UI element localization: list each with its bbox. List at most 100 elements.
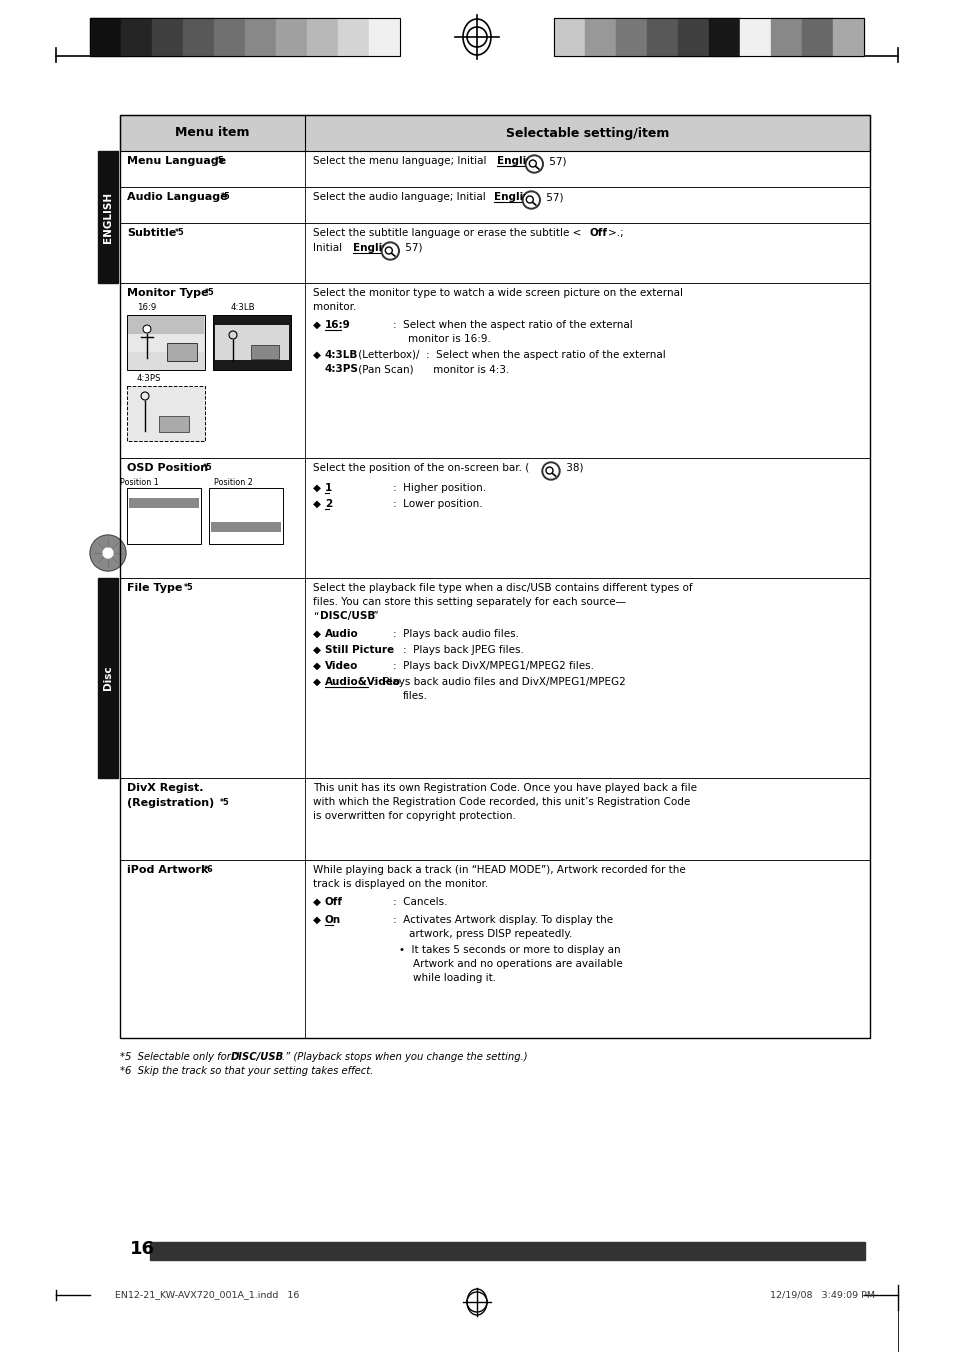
Circle shape [90,535,126,571]
Text: Select the audio language; Initial: Select the audio language; Initial [313,192,489,201]
Text: DivX Regist.: DivX Regist. [127,783,203,794]
Text: Position 1: Position 1 [119,479,158,487]
Bar [213,18,245,55]
Text: iPod Artwork: iPod Artwork [127,865,208,875]
Bar [245,18,275,55]
Text: 12/19/08   3:49:09 PM: 12/19/08 3:49:09 PM [769,1290,874,1299]
Bar [209,488,283,544]
Bar [128,316,204,334]
Text: 16:9: 16:9 [137,303,156,312]
Text: 4:3PS: 4:3PS [325,364,358,375]
Text: :  Plays back audio files and DivX/MPEG1/MPEG2: : Plays back audio files and DivX/MPEG1/… [373,677,625,687]
Circle shape [524,193,537,207]
Bar [337,18,369,55]
Text: (Registration): (Registration) [127,798,214,808]
Text: Off: Off [589,228,607,238]
Text: ◆: ◆ [313,483,324,493]
Text: 4:3LB: 4:3LB [231,303,255,312]
Text: EN12-21_KW-AVX720_001A_1.indd   16: EN12-21_KW-AVX720_001A_1.indd 16 [115,1290,299,1299]
Text: ◆: ◆ [313,320,324,330]
Bar [120,115,869,1038]
Text: 4:3LB: 4:3LB [325,350,358,360]
Text: ◆: ◆ [313,645,324,654]
Bar [152,18,183,55]
Bar [98,151,118,283]
Bar [127,315,205,370]
Bar [120,860,869,1038]
Text: Artwork and no operations are available: Artwork and no operations are available [413,959,622,969]
Text: File Type: File Type [127,583,182,594]
Text: files.: files. [402,691,428,700]
Text: .”: .” [371,611,379,621]
Text: 38): 38) [562,462,583,473]
Text: *5: *5 [221,192,231,201]
Bar [159,416,189,433]
Text: *6: *6 [204,865,213,873]
Text: 57): 57) [402,243,422,253]
Text: 57): 57) [546,155,566,166]
Text: :  Lower position.: : Lower position. [393,499,482,508]
Text: :  Select when the aspect ratio of the external: : Select when the aspect ratio of the ex… [393,320,632,330]
Text: *5: *5 [220,798,230,807]
Bar [120,115,869,151]
Bar [120,151,869,187]
Bar [801,18,832,55]
Circle shape [229,331,236,339]
Text: Select the menu language; Initial: Select the menu language; Initial [313,155,489,166]
Bar [275,18,307,55]
Text: Select the playback file type when a disc/USB contains different types of: Select the playback file type when a dis… [313,583,692,594]
Text: *5: *5 [214,155,224,165]
Text: •  It takes 5 seconds or more to display an: • It takes 5 seconds or more to display … [398,945,620,955]
Bar [369,18,399,55]
Text: ◆: ◆ [313,629,324,639]
Text: ◆: ◆ [313,677,324,687]
Text: Initial: Initial [313,243,345,253]
Circle shape [383,243,396,258]
Text: English: English [494,192,537,201]
Bar [740,18,770,55]
Circle shape [543,464,558,479]
Text: :  Cancels.: : Cancels. [393,896,447,907]
Bar [90,18,121,55]
Bar [211,522,281,531]
Bar [127,387,205,441]
Text: Monitor Type: Monitor Type [127,288,209,297]
Text: 4:3PS: 4:3PS [137,375,161,383]
Bar [128,334,204,352]
Text: ◆: ◆ [313,915,324,925]
Text: Subtitle: Subtitle [127,228,176,238]
Circle shape [143,324,151,333]
Text: Menu item: Menu item [175,127,250,139]
Text: Off: Off [325,896,343,907]
Text: Menu Language: Menu Language [127,155,226,166]
Text: files. You can store this setting separately for each source—: files. You can store this setting separa… [313,598,625,607]
Text: Select the position of the on-screen bar. (: Select the position of the on-screen bar… [313,462,529,473]
Circle shape [527,157,540,170]
Text: DISC/USB: DISC/USB [231,1052,284,1063]
Text: :  Plays back JPEG files.: : Plays back JPEG files. [402,645,523,654]
Text: monitor is 16:9.: monitor is 16:9. [408,334,491,343]
Bar [120,223,869,283]
Text: ◆: ◆ [313,896,324,907]
Bar [646,18,678,55]
Bar [150,1242,864,1260]
Text: :  Activates Artwork display. To display the: : Activates Artwork display. To display … [393,915,613,925]
Text: English: English [353,243,395,253]
Circle shape [525,155,542,173]
Bar [127,488,201,544]
Text: ◆: ◆ [313,661,324,671]
Bar [770,18,801,55]
Bar [120,579,869,777]
Bar [616,18,646,55]
Text: *5  Selectable only for “: *5 Selectable only for “ [120,1052,239,1063]
Text: *5: *5 [205,288,214,297]
Text: :  Plays back audio files.: : Plays back audio files. [393,629,518,639]
Bar [213,315,291,370]
Text: On: On [325,915,341,925]
Text: Disc: Disc [103,665,112,691]
Text: monitor.: monitor. [313,301,356,312]
Bar [554,18,863,55]
Text: artwork, press DISP repeatedly.: artwork, press DISP repeatedly. [409,929,572,940]
Text: ◆: ◆ [313,499,324,508]
Text: *5: *5 [184,583,193,592]
